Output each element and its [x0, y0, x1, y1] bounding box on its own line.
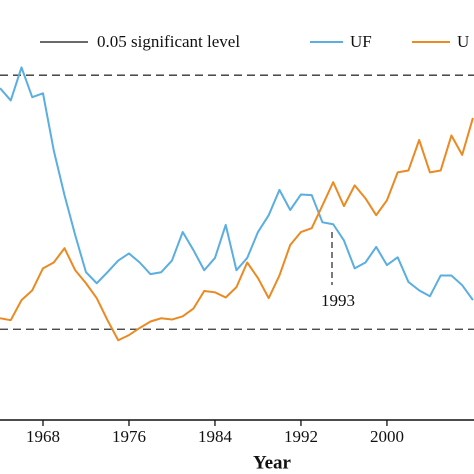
plot-area — [0, 66, 474, 342]
x-axis-label: Year — [253, 452, 292, 473]
annotation: 1993 — [321, 291, 355, 310]
x-tick-label: 1992 — [284, 427, 318, 446]
x-tick-label: 1968 — [26, 427, 60, 446]
x-tick-label: 1984 — [198, 427, 233, 446]
legend-label: 0.05 significant level — [97, 32, 240, 51]
series-line — [0, 117, 474, 342]
x-tick-label: 1976 — [112, 427, 146, 446]
legend-label: U — [457, 32, 469, 51]
series-line — [0, 66, 474, 301]
x-tick-label: 2000 — [370, 427, 404, 446]
legend-label: UF — [350, 32, 372, 51]
